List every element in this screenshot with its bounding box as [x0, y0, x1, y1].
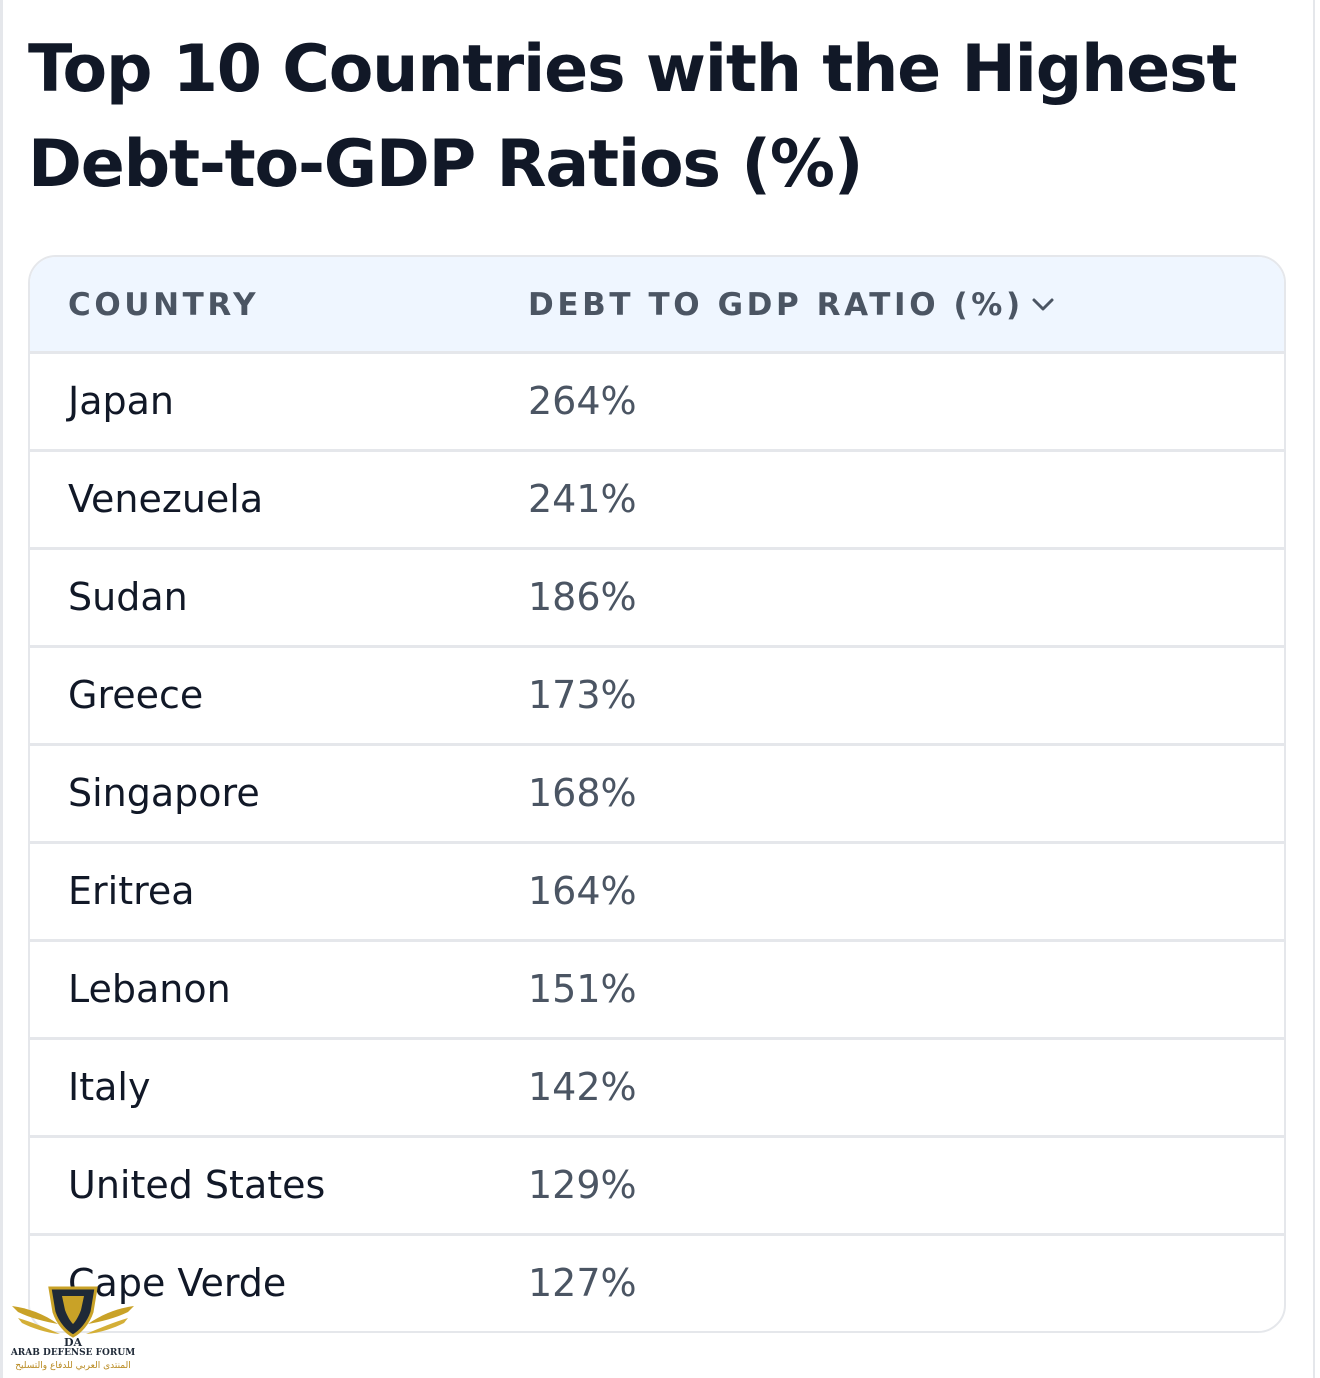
debt-ratio-cell: 151%: [528, 967, 637, 1011]
table-row: Lebanon 151%: [30, 942, 1284, 1040]
debt-ratio-cell: 173%: [528, 673, 637, 717]
debt-table: COUNTRY DEBT TO GDP RATIO (%) Japan 264%…: [28, 255, 1286, 1333]
page-left-border: [0, 0, 3, 1378]
country-cell: Eritrea: [68, 869, 195, 913]
table-row: Singapore 168%: [30, 746, 1284, 844]
country-cell: Greece: [68, 673, 204, 717]
debt-ratio-cell: 168%: [528, 771, 637, 815]
table-row: United States 129%: [30, 1138, 1284, 1236]
table-row: Greece 173%: [30, 648, 1284, 746]
logo-mark-text: DA: [64, 1336, 83, 1348]
debt-ratio-cell: 127%: [528, 1261, 637, 1305]
country-cell: Cape Verde: [68, 1261, 287, 1305]
table-row: Eritrea 164%: [30, 844, 1284, 942]
country-cell: Venezuela: [68, 477, 264, 521]
debt-ratio-cell: 241%: [528, 477, 637, 521]
table-row: Italy 142%: [30, 1040, 1284, 1138]
country-cell: Italy: [68, 1065, 151, 1109]
country-cell: Japan: [68, 379, 174, 423]
debt-ratio-cell: 142%: [528, 1065, 637, 1109]
table-row: Cape Verde 127%: [30, 1236, 1284, 1331]
watermark-text-arabic: المنتدى العربي للدفاع والتسليح: [15, 1361, 131, 1371]
watermark-logo: DA ARAB DEFENSE FORUM المنتدى العربي للد…: [8, 1278, 138, 1374]
column-header-country[interactable]: COUNTRY: [68, 287, 260, 323]
shield-wings-icon: DA: [12, 1286, 134, 1349]
table-row: Sudan 186%: [30, 550, 1284, 648]
table-row: Venezuela 241%: [30, 452, 1284, 550]
page-title: Top 10 Countries with the Highest Debt-t…: [28, 32, 1238, 202]
table-row: Japan 264%: [30, 354, 1284, 452]
debt-ratio-cell: 264%: [528, 379, 637, 423]
column-header-debt-ratio-label: DEBT TO GDP RATIO (%): [528, 287, 1024, 323]
country-cell: Sudan: [68, 575, 188, 619]
watermark-text-english: ARAB DEFENSE FORUM: [10, 1348, 136, 1358]
debt-ratio-cell: 186%: [528, 575, 637, 619]
table-header: COUNTRY DEBT TO GDP RATIO (%): [30, 257, 1284, 354]
column-header-debt-ratio[interactable]: DEBT TO GDP RATIO (%): [528, 287, 1056, 323]
debt-ratio-cell: 129%: [528, 1163, 637, 1207]
page-right-border: [1313, 0, 1315, 1378]
country-cell: United States: [68, 1163, 326, 1207]
chevron-down-icon[interactable]: [1030, 295, 1056, 315]
country-cell: Singapore: [68, 771, 260, 815]
country-cell: Lebanon: [68, 967, 231, 1011]
debt-ratio-cell: 164%: [528, 869, 637, 913]
